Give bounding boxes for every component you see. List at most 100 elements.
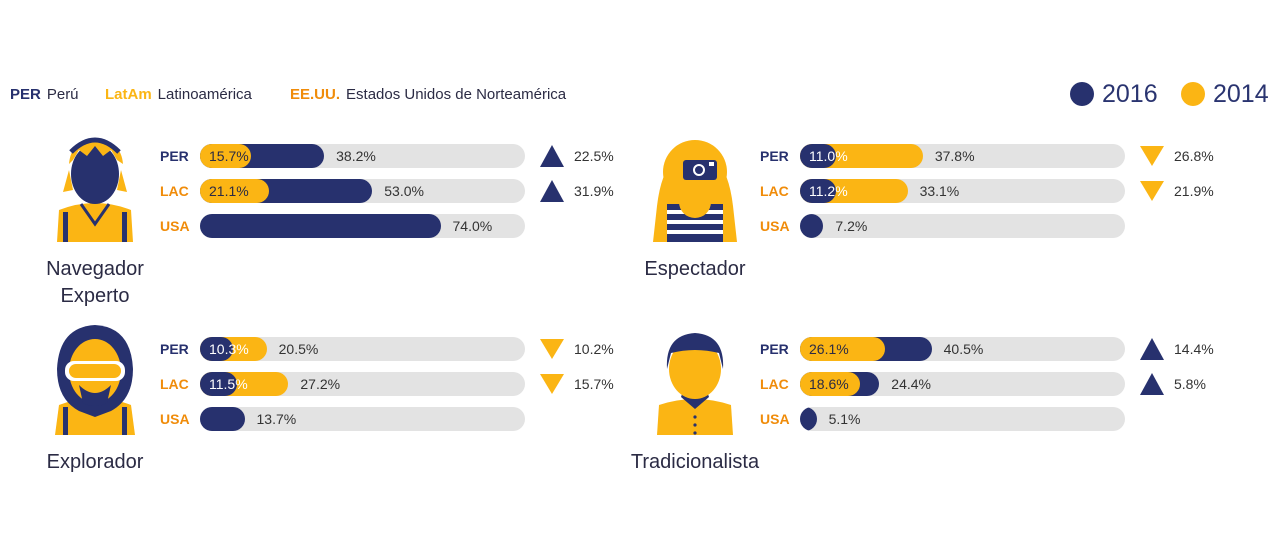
category-label: USA xyxy=(160,218,190,234)
value-label-2014: 21.1% xyxy=(209,183,249,199)
change-indicator: 5.8% xyxy=(1140,372,1206,396)
triangle-up-icon xyxy=(540,145,564,167)
value-label-2014: 37.8% xyxy=(934,148,975,164)
change-value: 26.8% xyxy=(1174,148,1214,164)
triangle-down-icon xyxy=(540,339,564,359)
value-label-2014: 20.5% xyxy=(278,341,319,357)
change-value: 21.9% xyxy=(1174,183,1214,199)
change-value: 10.2% xyxy=(574,341,614,357)
value-label-2016: 7.2% xyxy=(835,218,868,234)
headphones-user-icon xyxy=(57,137,133,242)
bar-track: 13.7% xyxy=(200,407,525,431)
change-indicator: 14.4% xyxy=(1140,337,1214,361)
bar-2016 xyxy=(200,214,441,238)
category-label: PER xyxy=(160,148,189,164)
value-label-2016: 38.2% xyxy=(336,148,376,164)
value-label-2014: 18.6% xyxy=(809,376,849,392)
triangle-up-icon xyxy=(540,180,564,202)
triangle-up-icon xyxy=(1140,338,1164,360)
bar-track: 33.1% 11.2% xyxy=(800,179,1125,203)
panel-explorador: Explorador PER 20.5% 10.3% 10.2% LAC 27.2% 11.… xyxy=(45,325,665,475)
camera-user-icon xyxy=(653,140,737,242)
legend-per: PER Perú xyxy=(10,86,79,104)
category-label: PER xyxy=(760,148,789,164)
panel-espectador: Espectador PER 37.8% 11.0% 26.8% LAC 33.1% 11.… xyxy=(644,132,1265,282)
change-value: 5.8% xyxy=(1174,376,1206,392)
persona-label: Explorador xyxy=(46,451,144,473)
bar-2016 xyxy=(200,407,245,431)
legend-latam-name: Latinoamérica xyxy=(157,86,252,103)
bar-2014 xyxy=(800,337,885,361)
change-indicator: 10.2% xyxy=(540,337,614,361)
value-label-2016: 11.2% xyxy=(809,183,848,199)
legend-per-name: Perú xyxy=(46,86,79,103)
bar-track: 53.0% 21.1% xyxy=(200,179,525,203)
value-label-2016: 74.0% xyxy=(452,218,493,234)
value-label-2016: 53.0% xyxy=(384,183,424,199)
category-label: LAC xyxy=(160,183,189,199)
category-label: USA xyxy=(760,411,790,427)
triangle-down-icon xyxy=(540,374,564,394)
legend-2014: 2014 xyxy=(1181,80,1269,108)
bar-track: 5.1% xyxy=(800,407,1125,431)
change-indicator: 21.9% xyxy=(1140,179,1214,203)
value-label-2014: 27.2% xyxy=(300,376,341,392)
bar-2014 xyxy=(800,372,861,396)
value-label-2016: 11.0% xyxy=(809,148,848,164)
change-indicator: 22.5% xyxy=(540,144,614,168)
change-value: 15.7% xyxy=(574,376,614,392)
legend-2016-dot xyxy=(1070,82,1094,106)
legend-eeuu-name: Estados Unidos de Norteamérica xyxy=(346,86,567,103)
bar-track: 20.5% 10.3% xyxy=(200,337,525,361)
persona-label: Navegador Experto xyxy=(46,258,144,307)
category-label: LAC xyxy=(760,183,789,199)
category-label: USA xyxy=(160,411,190,427)
bar-2014 xyxy=(200,144,252,168)
legend-per-code: PER xyxy=(10,86,41,103)
bar-track: 74.0% xyxy=(200,214,525,238)
bar-2016 xyxy=(800,407,817,431)
change-value: 14.4% xyxy=(1174,341,1214,357)
bar-2016 xyxy=(800,144,836,168)
legend-2014-label: 2014 xyxy=(1213,80,1269,108)
value-label-2016: 13.7% xyxy=(256,411,297,427)
change-value: 22.5% xyxy=(574,148,614,164)
value-label-2016: 40.5% xyxy=(943,341,984,357)
category-label: PER xyxy=(760,341,789,357)
bar-track: 40.5% 26.1% xyxy=(800,337,1125,361)
value-label-2014: 26.1% xyxy=(809,341,849,357)
change-indicator: 26.8% xyxy=(1140,144,1214,168)
change-value: 31.9% xyxy=(574,183,614,199)
bar-2016 xyxy=(800,214,824,238)
value-label-2016: 5.1% xyxy=(828,411,861,427)
category-label: USA xyxy=(760,218,790,234)
legend-eeuu: EE.UU. Estados Unidos de Norteamérica xyxy=(290,86,566,104)
change-indicator: 31.9% xyxy=(540,179,614,203)
legend-2016-label: 2016 xyxy=(1102,80,1158,108)
change-indicator: 15.7% xyxy=(540,372,614,396)
legend-2016: 2016 xyxy=(1070,80,1158,108)
legend-eeuu-code: EE.UU. xyxy=(290,86,341,103)
value-label-2014: 33.1% xyxy=(919,183,960,199)
shirt-user-icon xyxy=(657,333,733,435)
bar-2016 xyxy=(200,337,234,361)
category-label: PER xyxy=(160,341,189,357)
bar-track: 24.4% 18.6% xyxy=(800,372,1125,396)
value-label-2016: 10.3% xyxy=(209,341,249,357)
value-label-2016: 24.4% xyxy=(891,376,931,392)
legend-latam: LatAm Latinoamérica xyxy=(105,86,252,104)
bar-track: 38.2% 15.7% xyxy=(200,144,525,168)
persona-label: Tradicionalista xyxy=(630,451,760,473)
value-label-2016: 11.5% xyxy=(209,376,248,392)
bar-track: 27.2% 11.5% xyxy=(200,372,525,396)
bar-2014 xyxy=(200,179,269,203)
triangle-up-icon xyxy=(1140,373,1164,395)
panel-tradicionalista: Tradicionalista PER 40.5% 26.1% 14.4% LAC 24.… xyxy=(631,325,1265,475)
bar-track: 7.2% xyxy=(800,214,1125,238)
legend-latam-code: LatAm xyxy=(105,86,152,103)
bar-2016 xyxy=(200,372,238,396)
bar-track: 37.8% 11.0% xyxy=(800,144,1125,168)
goggles-user-icon xyxy=(55,325,135,435)
triangle-down-icon xyxy=(1140,181,1164,201)
value-label-2014: 15.7% xyxy=(209,148,249,164)
